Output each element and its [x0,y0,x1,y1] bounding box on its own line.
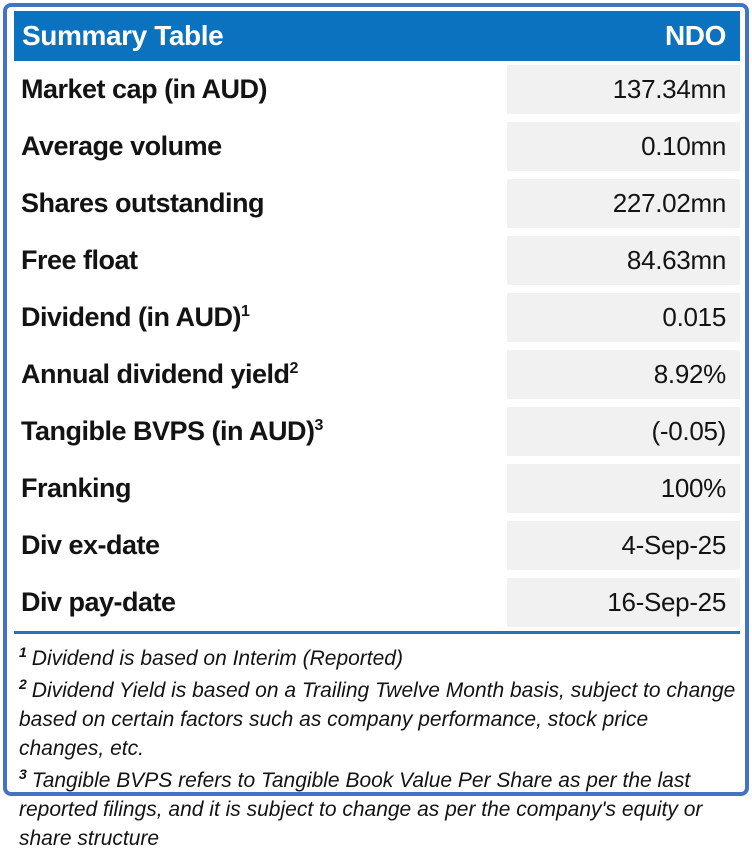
row-value: (-0.05) [507,407,740,456]
row-label-text: Average volume [21,131,222,161]
row-value: 4-Sep-25 [507,521,740,570]
row-label-text: Div pay-date [21,587,176,617]
row-label-text: Shares outstanding [21,188,264,218]
row-value: 84.63mn [507,236,740,285]
row-value: 100% [507,464,740,513]
footnote-superscript: 2 [19,676,27,692]
table-row: Franking 100% [14,460,740,517]
footnote: 1 Dividend is based on Interim (Reported) [19,644,736,673]
footnote-text: Tangible BVPS refers to Tangible Book Va… [19,769,702,850]
table-row: Market cap (in AUD) 137.34mn [14,61,740,118]
row-label-superscript: 3 [315,417,323,434]
table-row: Div ex-date 4-Sep-25 [14,517,740,574]
table-row: Average volume 0.10mn [14,118,740,175]
row-label-text: Annual dividend yield [21,359,290,389]
row-label-text: Tangible BVPS (in AUD) [21,416,315,446]
row-value: 16-Sep-25 [507,578,740,627]
footnote-text: Dividend Yield is based on a Trailing Tw… [19,679,735,760]
row-label: Div ex-date [14,530,160,561]
ticker-symbol: NDO [665,20,726,52]
table-header: Summary Table NDO [14,11,740,61]
row-value: 137.34mn [507,65,740,114]
row-label: Tangible BVPS (in AUD)3 [14,416,323,447]
table-row: Shares outstanding 227.02mn [14,175,740,232]
footnote-superscript: 3 [19,766,27,782]
row-value: 8.92% [507,350,740,399]
row-label: Free float [14,245,138,276]
table-row: Dividend (in AUD)1 0.015 [14,289,740,346]
table-row: Annual dividend yield2 8.92% [14,346,740,403]
table-body: Market cap (in AUD) 137.34mn Average vol… [14,61,740,631]
row-value: 227.02mn [507,179,740,228]
summary-table-panel: Summary Table NDO Market cap (in AUD) 13… [3,3,749,796]
row-label-superscript: 1 [241,303,249,320]
row-label-text: Free float [21,245,138,275]
row-label-text: Market cap (in AUD) [21,74,267,104]
row-label: Average volume [14,131,222,162]
row-label-superscript: 2 [290,360,298,377]
row-label: Franking [14,473,131,504]
row-label: Market cap (in AUD) [14,74,267,105]
row-value: 0.015 [507,293,740,342]
row-label: Div pay-date [14,587,176,618]
table-row: Div pay-date 16-Sep-25 [14,574,740,631]
footnotes-section: 1 Dividend is based on Interim (Reported)… [14,634,740,853]
row-value: 0.10mn [507,122,740,171]
row-label-text: Dividend (in AUD) [21,302,241,332]
table-title: Summary Table [22,20,223,52]
footnote-text: Dividend is based on Interim (Reported) [32,647,403,670]
table-row: Free float 84.63mn [14,232,740,289]
row-label: Dividend (in AUD)1 [14,302,249,333]
row-label: Annual dividend yield2 [14,359,298,390]
table-row: Tangible BVPS (in AUD)3 (-0.05) [14,403,740,460]
row-label-text: Franking [21,473,131,503]
row-label-text: Div ex-date [21,530,160,560]
row-label: Shares outstanding [14,188,264,219]
footnote-superscript: 1 [19,644,27,660]
